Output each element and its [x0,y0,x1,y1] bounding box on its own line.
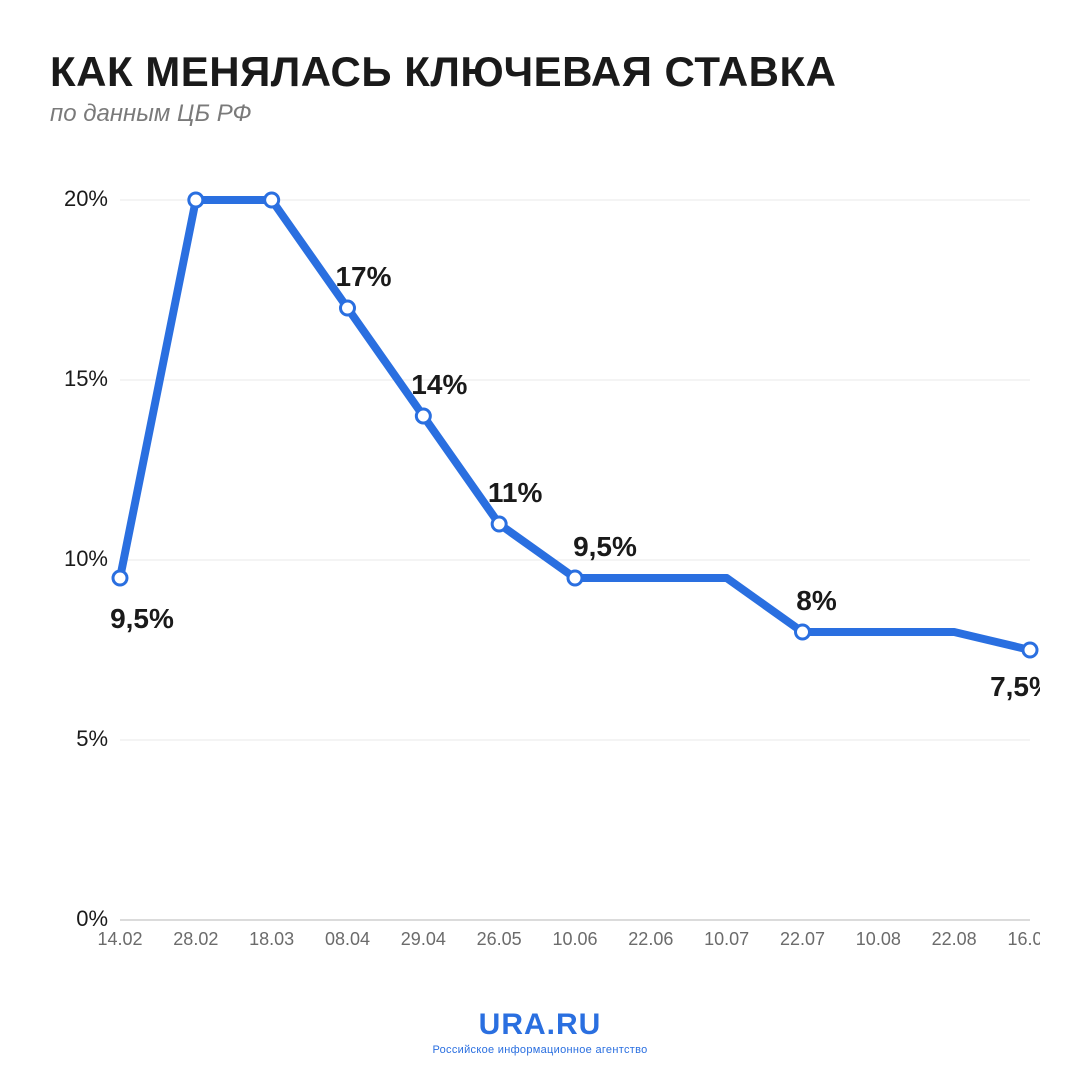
y-tick-label: 15% [64,366,108,391]
x-tick-label: 22.06 [628,929,673,949]
x-tick-label: 18.03 [249,929,294,949]
chart-subtitle: по данным ЦБ РФ [50,100,1040,128]
data-marker [265,193,279,207]
data-marker [1023,643,1037,657]
x-tick-label: 16.09 [1007,929,1040,949]
x-tick-label: 22.07 [780,929,825,949]
source-logo: URA.RU [0,1008,1080,1042]
chart-title: КАК МЕНЯЛАСЬ КЛЮЧЕВАЯ СТАВКА [50,50,1040,94]
x-tick-label: 08.04 [325,929,370,949]
data-label: 9,5% [573,531,637,562]
x-tick-label: 10.06 [552,929,597,949]
y-tick-label: 20% [64,190,108,211]
x-tick-label: 29.04 [401,929,446,949]
y-tick-label: 0% [76,906,108,931]
data-label: 7,5% [990,671,1040,702]
data-marker [568,571,582,585]
data-label: 8% [796,585,837,616]
x-tick-label: 10.08 [856,929,901,949]
source-tagline: Российское информационное агентство [0,1044,1080,1056]
data-label: 11% [488,477,543,508]
data-marker [113,571,127,585]
y-tick-label: 10% [64,546,108,571]
x-tick-label: 10.07 [704,929,749,949]
x-tick-label: 14.02 [97,929,142,949]
footer: URA.RU Российское информационное агентст… [0,1008,1080,1056]
y-tick-label: 5% [76,726,108,751]
x-tick-label: 22.08 [932,929,977,949]
x-tick-label: 26.05 [477,929,522,949]
data-marker [416,409,430,423]
chart-area: 0% 5% 10% 15% 20% 14.02 28.02 18.03 08.04 29.04 26… [50,190,1040,960]
data-marker [189,193,203,207]
x-tick-label: 28.02 [173,929,218,949]
data-label: 17% [335,261,391,292]
data-marker [492,517,506,531]
data-label: 14% [411,369,467,400]
data-marker [341,301,355,315]
line-chart: 0% 5% 10% 15% 20% 14.02 28.02 18.03 08.04 29.04 26… [50,190,1040,960]
data-marker [796,625,810,639]
data-label: 9,5% [110,603,174,634]
